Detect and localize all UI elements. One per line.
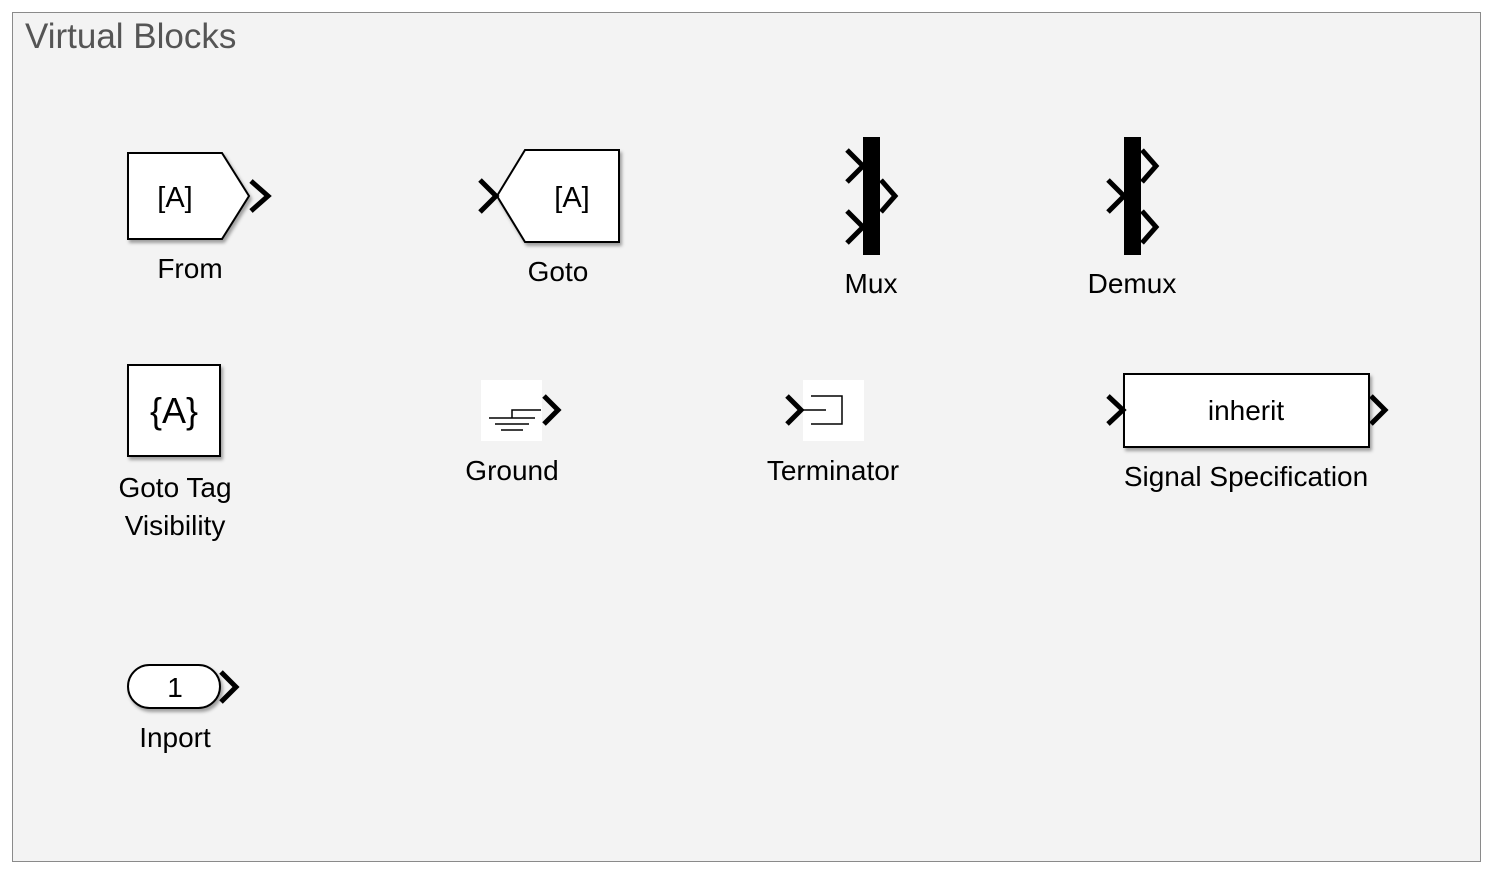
signal-specification-block-body (1123, 373, 1370, 448)
inport-output-port-icon[interactable] (219, 670, 240, 704)
goto-block-label: Goto (528, 256, 589, 287)
signal-specification-block-value: inherit (1208, 395, 1284, 426)
goto-block-tag: [A] (554, 182, 589, 214)
library-title: Virtual Blocks (25, 17, 237, 56)
demux-input-port-icon[interactable] (1106, 178, 1128, 214)
inport-block-label: Inport (139, 722, 211, 753)
signal-specification-block-label: Signal Specification (1124, 461, 1368, 492)
goto-tag-visibility-label-line1: Goto Tag (118, 472, 231, 503)
mux-input-port-2-icon[interactable] (845, 209, 867, 245)
from-block-tag: [A] (157, 182, 192, 214)
goto-tag-visibility-block[interactable]: {A} Goto Tag Visibility (118, 364, 232, 541)
ground-block-label: Ground (465, 455, 558, 486)
goto-tag-visibility-label-line2: Visibility (125, 510, 226, 541)
demux-block-label: Demux (1088, 268, 1177, 299)
goto-tag-visibility-block-body (127, 364, 221, 457)
from-block[interactable]: [A] From (127, 152, 272, 284)
demux-output-port-1-icon[interactable] (1140, 148, 1160, 184)
goto-block-body (495, 149, 620, 243)
inport-block-number: 1 (167, 672, 183, 703)
demux-block-body (1124, 137, 1141, 255)
terminator-block-label: Terminator (767, 455, 899, 486)
mux-block[interactable]: Mux (845, 137, 899, 299)
demux-block[interactable]: Demux (1088, 137, 1177, 299)
inport-block-body (127, 664, 221, 709)
ground-output-port-icon[interactable] (542, 394, 562, 426)
from-block-body (127, 152, 251, 240)
signal-specification-output-port-icon[interactable] (1369, 394, 1389, 426)
terminator-icon (803, 395, 843, 425)
goto-tag-visibility-block-tag: {A} (150, 390, 198, 431)
mux-block-body (863, 137, 880, 255)
terminator-input-port-icon[interactable] (785, 394, 805, 426)
terminator-block[interactable]: Terminator (767, 380, 899, 486)
signal-specification-input-port-icon[interactable] (1106, 394, 1127, 426)
signal-specification-block[interactable]: inherit Signal Specification (1106, 373, 1389, 492)
mux-output-port-icon[interactable] (879, 178, 899, 214)
from-block-label: From (157, 253, 222, 284)
mux-block-label: Mux (845, 268, 898, 299)
inport-block[interactable]: 1 Inport (127, 664, 240, 753)
mux-input-port-1-icon[interactable] (845, 148, 867, 184)
from-output-port-icon[interactable] (249, 179, 272, 213)
ground-icon (489, 409, 541, 431)
ground-block[interactable]: Ground (465, 380, 562, 486)
goto-input-port-icon[interactable] (478, 178, 500, 214)
demux-output-port-2-icon[interactable] (1140, 209, 1160, 245)
goto-block[interactable]: [A] Goto (478, 149, 620, 287)
